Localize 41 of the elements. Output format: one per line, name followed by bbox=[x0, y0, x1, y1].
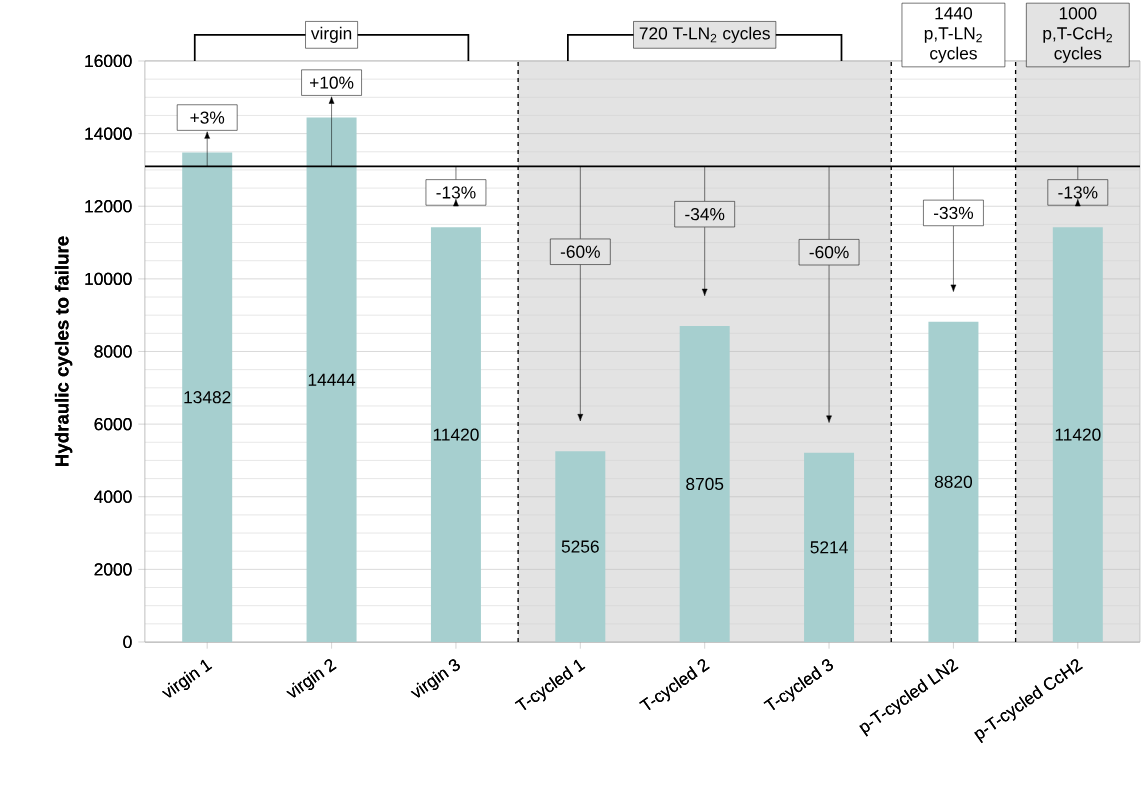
data-label: 5256 bbox=[561, 540, 599, 553]
x-tick-label: virgin 2 bbox=[286, 659, 337, 698]
annotation: +3% bbox=[190, 111, 225, 124]
annotation: -60% bbox=[560, 245, 600, 258]
y-tick-label: 6000 bbox=[94, 417, 132, 431]
y-tick-label: 12000 bbox=[85, 200, 132, 213]
annotation: +10% bbox=[310, 76, 354, 89]
data-label: 11420 bbox=[1055, 428, 1101, 441]
data-label: 11420 bbox=[433, 428, 479, 441]
data-label: 5214 bbox=[810, 541, 848, 554]
bar bbox=[430, 227, 481, 642]
y-tick-label: 4000 bbox=[94, 490, 132, 503]
x-tick-label: virgin 3 bbox=[410, 659, 460, 698]
y-tick-label: 16000 bbox=[85, 54, 132, 68]
y-tick-label: 2000 bbox=[94, 563, 132, 576]
data-label: 8820 bbox=[934, 475, 973, 488]
bar bbox=[804, 452, 855, 642]
bar bbox=[555, 451, 606, 642]
data-label: 13482 bbox=[184, 391, 231, 404]
y-tick-label: 10000 bbox=[85, 272, 132, 285]
data-label: 14444 bbox=[308, 373, 356, 386]
annotation: -60% bbox=[809, 246, 849, 259]
annotation: -13% bbox=[1058, 186, 1098, 199]
band-label: 1440 p,T-LN$_{2}$ cycles bbox=[924, 7, 982, 63]
bar bbox=[182, 152, 233, 642]
annotation: -34% bbox=[685, 208, 725, 221]
band-label: 720 T-LN$_{2}$ cycles bbox=[639, 26, 770, 43]
x-tick-label: virgin 1 bbox=[161, 659, 213, 698]
data-label: 8705 bbox=[686, 477, 724, 491]
bar bbox=[306, 117, 357, 642]
annotation: -33% bbox=[933, 206, 974, 220]
y-axis-title: Hydraulic cycles to failure bbox=[54, 236, 73, 466]
y-tick-label: 8000 bbox=[94, 345, 132, 358]
band-label: virgin bbox=[310, 26, 352, 43]
bar bbox=[679, 325, 730, 642]
y-tick-label: 0 bbox=[123, 635, 132, 649]
annotation: -13% bbox=[436, 186, 476, 199]
y-tick-label: 14000 bbox=[85, 127, 132, 140]
band-label: 1000 p,T-CcH$_{2}$ cycles bbox=[1043, 7, 1112, 63]
bar bbox=[1052, 227, 1103, 642]
bar bbox=[928, 321, 979, 642]
